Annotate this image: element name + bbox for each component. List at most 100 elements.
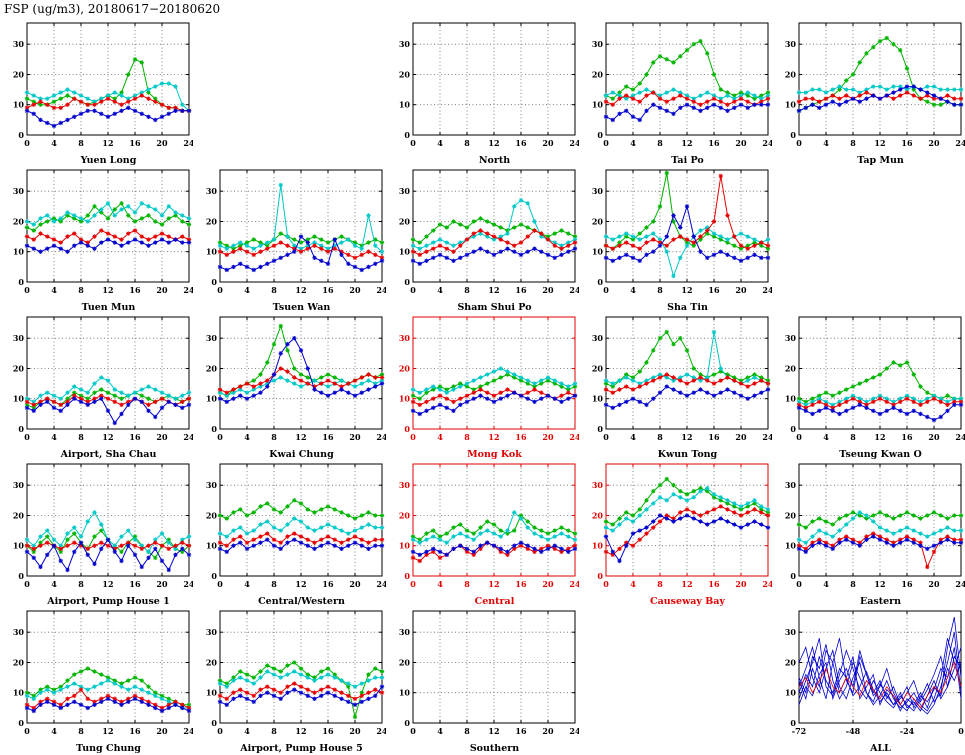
chart-grid: 0 4 8 12 16 20 24 0 10 20 30 Yuen Long 0 4 8 12 16 20 24 0 1… <box>0 18 965 754</box>
chart-title: Tung Chung <box>76 743 141 754</box>
svg-text:12: 12 <box>295 285 306 295</box>
chart-cell: 0 4 8 12 16 20 24 0 10 20 30 Causeway Bay <box>579 459 774 607</box>
chart-canvas: 0 4 8 12 16 20 24 0 10 20 30 <box>206 610 388 736</box>
svg-text:30: 30 <box>13 186 25 196</box>
svg-text:0: 0 <box>24 138 30 148</box>
svg-text:24: 24 <box>376 579 386 589</box>
chart-canvas: 0 4 8 12 16 20 24 0 10 20 30 <box>13 610 195 736</box>
svg-text:0: 0 <box>603 432 609 442</box>
svg-text:8: 8 <box>657 579 663 589</box>
chart-cell: 0 4 8 12 16 20 24 0 10 20 30 Tseung Kwan O <box>772 312 965 460</box>
chart-title: Central <box>474 596 515 607</box>
svg-text:-24: -24 <box>900 726 915 736</box>
chart-canvas: 0 4 8 12 16 20 24 0 10 20 30 <box>399 169 581 295</box>
svg-text:20: 20 <box>785 511 797 521</box>
svg-text:30: 30 <box>592 39 604 49</box>
svg-text:0: 0 <box>211 718 217 728</box>
svg-text:20: 20 <box>399 364 411 374</box>
svg-text:4: 4 <box>630 432 636 442</box>
svg-text:16: 16 <box>129 285 141 295</box>
svg-text:8: 8 <box>657 285 663 295</box>
svg-text:0: 0 <box>404 718 410 728</box>
svg-text:20: 20 <box>13 511 25 521</box>
chart-canvas: 0 4 8 12 16 20 24 0 10 20 30 <box>785 463 965 589</box>
svg-text:16: 16 <box>129 432 141 442</box>
chart-canvas: 0 4 8 12 16 20 24 0 10 20 30 <box>399 463 581 589</box>
svg-text:20: 20 <box>349 579 361 589</box>
chart-canvas: 0 4 8 12 16 20 24 0 10 20 30 <box>206 169 388 295</box>
svg-text:-72: -72 <box>792 726 806 736</box>
chart-cell: 0 4 8 12 16 20 24 0 10 20 30 Airport, Pump House 5 <box>193 606 388 754</box>
svg-text:0: 0 <box>790 424 796 434</box>
svg-text:16: 16 <box>515 579 527 589</box>
svg-text:12: 12 <box>874 579 885 589</box>
svg-text:12: 12 <box>102 579 113 589</box>
chart-title: Tuen Mun <box>81 302 136 313</box>
chart-title: ALL <box>870 743 891 754</box>
svg-text:16: 16 <box>322 579 334 589</box>
svg-text:24: 24 <box>376 285 386 295</box>
svg-text:16: 16 <box>515 138 527 148</box>
chart-title: Sha Tin <box>667 302 708 313</box>
svg-text:4: 4 <box>823 138 829 148</box>
svg-text:12: 12 <box>102 138 113 148</box>
svg-text:20: 20 <box>399 658 411 668</box>
chart-canvas: 0 4 8 12 16 20 24 0 10 20 30 <box>592 22 774 148</box>
svg-text:4: 4 <box>437 579 443 589</box>
svg-text:10: 10 <box>399 247 411 257</box>
svg-text:0: 0 <box>24 579 30 589</box>
svg-text:30: 30 <box>785 333 797 343</box>
svg-text:16: 16 <box>708 432 720 442</box>
svg-text:0: 0 <box>796 579 802 589</box>
svg-text:12: 12 <box>488 138 499 148</box>
svg-text:0: 0 <box>410 285 416 295</box>
svg-text:12: 12 <box>488 726 499 736</box>
svg-text:30: 30 <box>13 627 25 637</box>
svg-text:4: 4 <box>437 138 443 148</box>
svg-text:8: 8 <box>78 432 84 442</box>
chart-title: Airport, Pump House 5 <box>240 743 363 754</box>
svg-text:10: 10 <box>592 541 604 551</box>
svg-text:10: 10 <box>399 394 411 404</box>
svg-text:0: 0 <box>597 130 603 140</box>
svg-text:16: 16 <box>515 432 527 442</box>
svg-text:20: 20 <box>592 364 604 374</box>
svg-text:30: 30 <box>13 333 25 343</box>
svg-text:24: 24 <box>762 138 772 148</box>
svg-text:0: 0 <box>410 726 416 736</box>
svg-text:4: 4 <box>244 579 250 589</box>
chart-title: Tap Mun <box>857 155 904 166</box>
svg-text:30: 30 <box>13 39 25 49</box>
svg-text:12: 12 <box>488 432 499 442</box>
chart-cell: 0 4 8 12 16 20 24 0 10 20 30 Central <box>386 459 581 607</box>
svg-text:0: 0 <box>410 138 416 148</box>
svg-text:20: 20 <box>735 285 747 295</box>
svg-text:4: 4 <box>630 285 636 295</box>
svg-text:24: 24 <box>183 726 193 736</box>
svg-text:8: 8 <box>464 579 470 589</box>
svg-text:20: 20 <box>592 511 604 521</box>
svg-text:0: 0 <box>603 138 609 148</box>
chart-cell: 0 4 8 12 16 20 24 0 10 20 30 Airport, Sha Chau <box>0 312 195 460</box>
svg-text:16: 16 <box>515 726 527 736</box>
svg-text:20: 20 <box>735 432 747 442</box>
chart-cell: 0 4 8 12 16 20 24 0 10 20 30 Southern <box>386 606 581 754</box>
svg-text:30: 30 <box>592 333 604 343</box>
svg-text:0: 0 <box>18 718 24 728</box>
svg-text:0: 0 <box>217 432 223 442</box>
svg-text:16: 16 <box>708 285 720 295</box>
svg-text:0: 0 <box>603 285 609 295</box>
svg-text:8: 8 <box>271 285 277 295</box>
chart-title: Yuen Long <box>80 155 137 166</box>
svg-text:30: 30 <box>206 333 218 343</box>
svg-text:20: 20 <box>542 138 554 148</box>
svg-text:24: 24 <box>183 285 193 295</box>
chart-cell: 0 4 8 12 16 20 24 0 10 20 30 Kwai Chung <box>193 312 388 460</box>
svg-text:4: 4 <box>437 726 443 736</box>
svg-text:24: 24 <box>569 726 579 736</box>
svg-text:20: 20 <box>928 138 940 148</box>
svg-text:0: 0 <box>18 424 24 434</box>
svg-text:20: 20 <box>156 579 168 589</box>
svg-text:4: 4 <box>823 432 829 442</box>
svg-text:24: 24 <box>569 579 579 589</box>
